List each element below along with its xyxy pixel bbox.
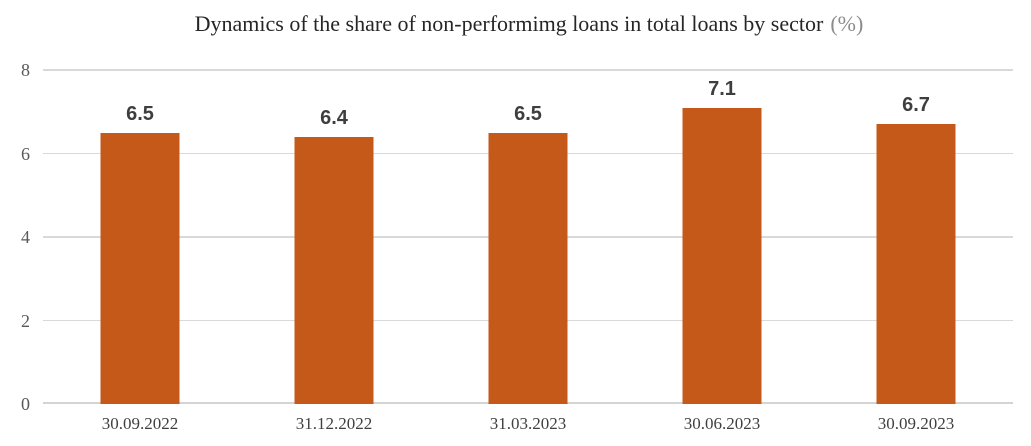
y-axis-tick-label: 6	[21, 143, 30, 164]
x-axis-category-label: 31.03.2023	[489, 414, 567, 433]
bar	[100, 132, 180, 404]
bars-row: 6.5 6.4 6.5 7.1 6.7	[43, 70, 1013, 404]
bar	[876, 124, 956, 404]
x-axis-category-label: 31.12.2022	[295, 414, 373, 433]
x-axis-category-label: 30.09.2022	[101, 414, 179, 433]
bar-slot: 6.5	[431, 70, 625, 404]
bar-value-label: 6.7	[902, 94, 930, 117]
x-axis-category-label: 30.09.2023	[877, 414, 955, 433]
y-axis-tick-label: 4	[21, 227, 30, 247]
bar-value-label: 6.4	[320, 106, 348, 129]
bar-slot: 6.5	[43, 70, 237, 404]
gridline	[43, 69, 1013, 71]
y-axis-tick-label: 0	[21, 394, 30, 414]
y-axis-tick-label: 8	[21, 60, 30, 80]
chart-title-unit: (%)	[830, 11, 864, 36]
bar-value-label: 6.5	[514, 102, 542, 125]
y-axis-tick-label: 2	[21, 310, 30, 331]
x-axis-category-label: 30.06.2023	[683, 414, 761, 433]
bar-slot: 7.1	[625, 70, 819, 404]
bar-value-label: 7.1	[708, 77, 736, 100]
bar	[488, 132, 568, 404]
plot-area: 6.5 6.4 6.5 7.1 6.7	[43, 69, 1013, 404]
bar	[682, 107, 762, 404]
bar-slot: 6.7	[819, 70, 1013, 404]
chart-title-text: Dynamics of the share of non-performimg …	[194, 11, 824, 36]
bar-slot: 6.4	[237, 70, 431, 404]
bar	[294, 136, 374, 404]
bar-value-label: 6.5	[126, 102, 154, 125]
chart-title: Dynamics of the share of non-performimg …	[43, 10, 1015, 39]
x-axis: 30.09.2022 31.12.2022 31.03.2023 30.06.2023…	[43, 414, 1013, 434]
y-axis: 0 2 4 6 8	[0, 61, 30, 413]
